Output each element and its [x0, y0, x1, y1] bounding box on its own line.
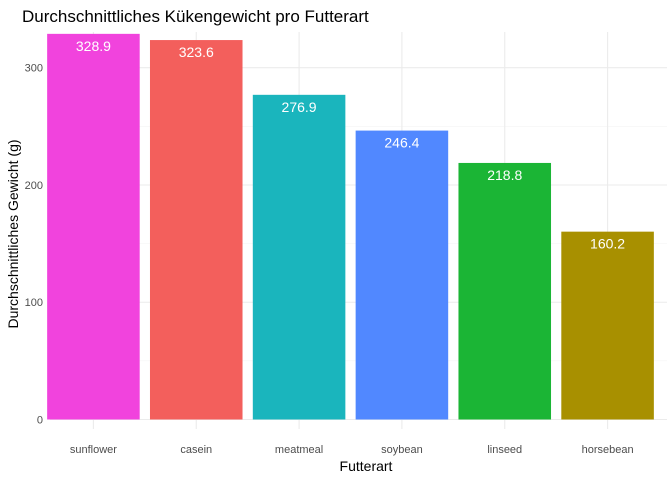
data-label-casein: 323.6 — [179, 44, 214, 60]
y-tick-label: 0 — [37, 415, 43, 427]
data-label-soybean: 246.4 — [384, 135, 419, 151]
x-tick-label-sunflower: sunflower — [70, 444, 117, 456]
x-tick-label-casein: casein — [180, 444, 212, 456]
bar-meatmeal — [252, 94, 346, 420]
x-tick-label-horsebean: horsebean — [582, 444, 634, 456]
x-axis-ticks: sunflower casein meatmeal soybean linseed hor… — [70, 444, 634, 456]
bar-linseed — [458, 162, 552, 420]
data-label-horsebean: 160.2 — [590, 236, 625, 252]
data-label-meatmeal: 276.9 — [282, 99, 317, 115]
chart-title: Durchschnittliches Kükengewicht pro Futt… — [22, 7, 369, 26]
bar-sunflower — [47, 33, 140, 420]
x-axis-title: Futterart — [340, 458, 393, 474]
x-tick-label-linseed: linseed — [487, 444, 522, 456]
y-tick-label: 300 — [25, 63, 43, 75]
y-axis-ticks: 0 100 200 300 — [25, 63, 43, 427]
x-tick-label-meatmeal: meatmeal — [275, 444, 323, 456]
bar-horsebean — [561, 231, 654, 420]
data-labels: 328.9 323.6 276.9 246.4 218.8 160.2 — [76, 38, 625, 252]
y-tick-label: 100 — [25, 297, 43, 309]
y-axis-title: Durchschnittliches Gewicht (g) — [5, 139, 21, 328]
x-tick-label-soybean: soybean — [381, 444, 423, 456]
y-tick-label: 200 — [25, 180, 43, 192]
data-label-linseed: 218.8 — [487, 167, 522, 183]
data-label-sunflower: 328.9 — [76, 38, 111, 54]
bar-casein — [149, 40, 243, 420]
bars — [47, 33, 654, 420]
bar-soybean — [355, 130, 449, 420]
